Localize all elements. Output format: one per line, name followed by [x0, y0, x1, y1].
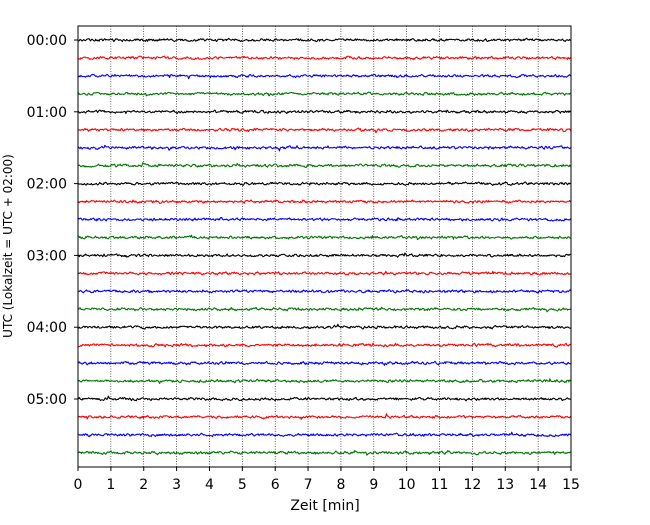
trace-0045-line — [77, 91, 572, 97]
y-tick-label: 03:00 — [27, 248, 67, 264]
x-tick-label: 10 — [398, 477, 416, 493]
trace-0545-line — [77, 449, 572, 456]
x-tick-label: 1 — [106, 477, 115, 493]
trace-0345-line — [77, 306, 572, 313]
x-tick-label: 5 — [238, 477, 247, 493]
y-tick-label: 05:00 — [27, 392, 67, 408]
trace-0015-line — [77, 55, 572, 61]
trace-0515-line — [77, 413, 572, 420]
x-tick-label: 7 — [304, 477, 313, 493]
x-tick-label: 8 — [336, 477, 345, 493]
trace-0215-line — [77, 199, 572, 205]
trace-0500-line — [77, 395, 572, 402]
y-tick-label: 00:00 — [27, 33, 67, 49]
tick-layer: 0 1 2 3 4 5 6 7 8 9 10 11 12 13 14 1500:0001:0002:0003:… — [27, 33, 580, 493]
trace-0400-line — [77, 323, 572, 330]
trace-0245-line — [77, 234, 572, 241]
x-tick-label: 12 — [463, 477, 481, 493]
y-tick-label: 01:00 — [27, 105, 67, 121]
trace-0200-line — [77, 181, 572, 186]
y-tick-label: 04:00 — [27, 320, 67, 336]
trace-0115-line — [77, 127, 572, 134]
trace-0030-line — [77, 73, 572, 80]
trace-0415-line — [77, 342, 572, 348]
trace-0300-line — [77, 252, 572, 258]
x-tick-label: 14 — [529, 477, 547, 493]
trace-0430-line — [77, 360, 572, 366]
plot-frame — [77, 25, 572, 468]
x-tick-label: 9 — [369, 477, 378, 493]
x-axis-title: Zeit [min] — [290, 498, 359, 514]
y-axis-title: UTC (Lokalzeit = UTC + 02:00) — [1, 154, 15, 338]
trace-layer — [77, 37, 572, 456]
trace-0315-line — [77, 270, 572, 276]
x-tick-label: 4 — [205, 477, 214, 493]
x-tick-label: 13 — [496, 477, 514, 493]
x-tick-label: 15 — [562, 477, 580, 493]
trace-0445-line — [77, 378, 572, 385]
x-tick-label: 0 — [74, 477, 83, 493]
trace-0230-line — [77, 216, 572, 222]
trace-0530-line — [77, 431, 572, 438]
grid-layer — [110, 26, 539, 467]
trace-0130-line — [77, 144, 572, 152]
trace-0145-line — [77, 162, 572, 169]
x-tick-label: 6 — [271, 477, 280, 493]
trace-0100-line — [77, 109, 572, 115]
x-tick-label: 3 — [172, 477, 181, 493]
x-tick-label: 2 — [139, 477, 148, 493]
trace-0330-line — [77, 289, 572, 294]
trace-0000-line — [77, 37, 572, 43]
y-tick-label: 02:00 — [27, 177, 67, 193]
x-tick-label: 11 — [431, 477, 449, 493]
